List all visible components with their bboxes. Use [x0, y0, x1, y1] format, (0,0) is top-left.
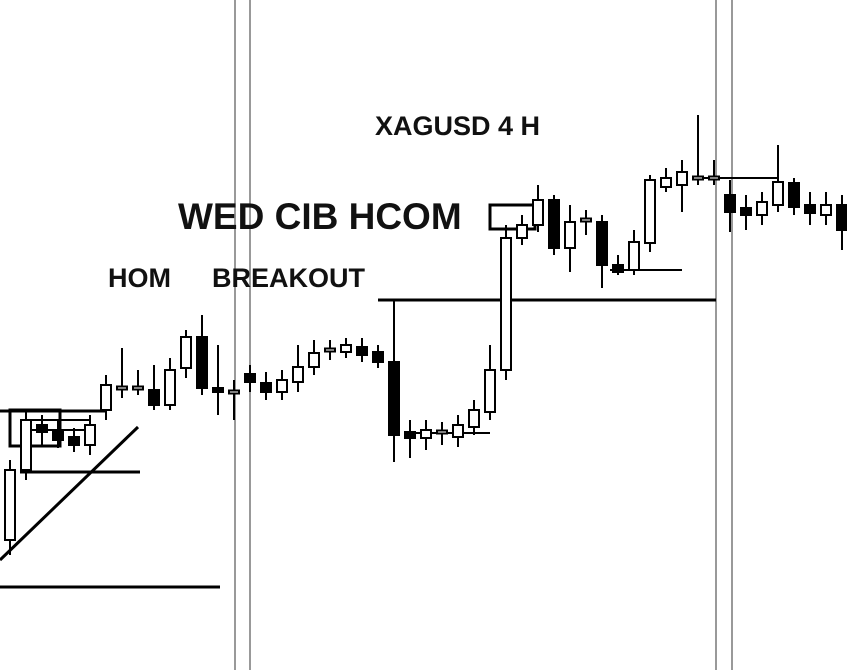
candle-body: [676, 171, 688, 186]
zone-box: [488, 203, 537, 231]
candle-body: [276, 379, 288, 393]
candle-body: [388, 361, 400, 436]
candle-body: [500, 237, 512, 371]
candle-body: [420, 429, 432, 439]
candle-body: [436, 429, 448, 435]
candle-body: [644, 179, 656, 244]
candle-body: [356, 346, 368, 356]
candle-body: [180, 336, 192, 369]
candle-body: [612, 264, 624, 273]
candle-body: [372, 351, 384, 363]
candle-body: [4, 469, 16, 541]
candle-body: [708, 175, 720, 181]
annotation: BREAKOUT: [212, 263, 366, 293]
candle-body: [340, 344, 352, 353]
annotation: HOM: [108, 263, 171, 293]
candle-body: [324, 347, 336, 353]
candle-body: [164, 369, 176, 406]
candle-body: [228, 389, 240, 395]
candle-body: [468, 409, 480, 428]
candle-body: [452, 424, 464, 438]
candle-body: [132, 385, 144, 391]
chart-title: XAGUSD 4 H: [375, 111, 540, 141]
candle-body: [52, 431, 64, 441]
candle-body: [244, 373, 256, 383]
candle-body: [596, 221, 608, 266]
candle-body: [660, 177, 672, 188]
candle-body: [212, 387, 224, 393]
candle-body: [836, 204, 847, 231]
candle-body: [484, 369, 496, 413]
candle-body: [20, 419, 32, 471]
candle-body: [292, 366, 304, 383]
candle-body: [100, 384, 112, 411]
candle-body: [308, 352, 320, 368]
candle-body: [820, 204, 832, 216]
trend-line: [0, 425, 140, 562]
candle-body: [788, 182, 800, 208]
candle-body: [196, 336, 208, 389]
candle-body: [516, 224, 528, 239]
candle-body: [772, 181, 784, 206]
candle-body: [116, 385, 128, 391]
candle-body: [68, 436, 80, 446]
candle-body: [756, 201, 768, 216]
candle-body: [724, 194, 736, 213]
candle-body: [532, 199, 544, 226]
candle-body: [36, 424, 48, 433]
candle-body: [740, 207, 752, 216]
candles: [4, 115, 847, 555]
annotation: WED CIB HCOM: [178, 196, 462, 237]
separators: [234, 0, 733, 670]
candle-body: [628, 241, 640, 271]
zone-box: [8, 408, 62, 448]
candle-body: [580, 217, 592, 223]
candle-body: [84, 424, 96, 446]
candle-body: [148, 389, 160, 406]
candle-body: [564, 221, 576, 249]
candle-body: [548, 199, 560, 249]
candle-body: [404, 431, 416, 439]
candle-body: [692, 175, 704, 181]
candle-body: [804, 204, 816, 214]
candle-body: [260, 382, 272, 393]
